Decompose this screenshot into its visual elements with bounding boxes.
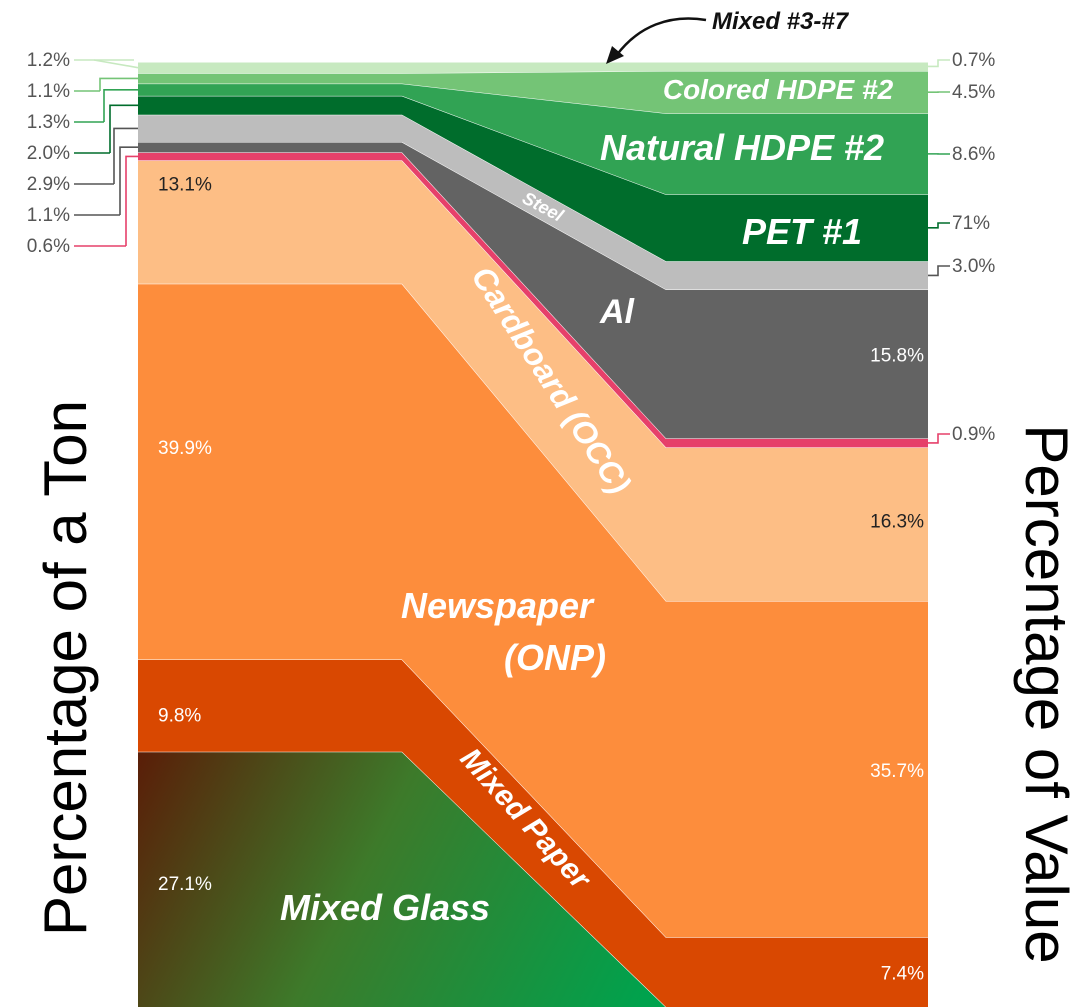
- band-cardboard: [138, 160, 928, 601]
- ton-label-steel: 2.9%: [27, 174, 70, 195]
- value-label-mixed-paper: 7.4%: [881, 963, 924, 984]
- ton-label-cardboard: 13.1%: [158, 174, 212, 195]
- callout-mixed-3-7: Mixed #3-#7: [712, 8, 850, 35]
- band-mixed-paper: [138, 659, 928, 1007]
- leader-right-mixed-3-7: [928, 59, 950, 68]
- label-leader-lines: [74, 59, 950, 444]
- value-label-pet: 71%: [952, 213, 990, 234]
- band-al: [138, 142, 928, 439]
- band-name-al: Al: [599, 293, 636, 331]
- band-steel: [138, 114, 928, 290]
- leader-left-colored-hdpe: [99, 77, 138, 91]
- band-name-mixed-glass: Mixed Glass: [280, 887, 490, 928]
- ton-label-natural-hdpe: 1.3%: [27, 112, 70, 133]
- value-label-steel: 3.0%: [952, 256, 995, 277]
- value-label-cardboard: 16.3%: [870, 511, 924, 532]
- value-label-newspaper: 35.7%: [870, 761, 924, 782]
- band-pet: [138, 95, 928, 262]
- leader-right-steel: [928, 265, 950, 277]
- value-label-natural-hdpe: 8.6%: [952, 144, 995, 165]
- ton-label-newspaper: 39.9%: [158, 438, 212, 459]
- band-mixed-3-7: [138, 62, 928, 74]
- callout-arrow: [614, 17, 707, 57]
- ton-label-colored-hdpe: 1.1%: [27, 81, 70, 102]
- band-name-natural-hdpe: Natural HDPE #2: [600, 127, 884, 168]
- leader-right-pet: [928, 222, 950, 229]
- band-natural-hdpe: [138, 83, 928, 195]
- leader-right-pink: [928, 433, 950, 444]
- chart-bands: [138, 61, 928, 1007]
- band-name-newspaper: Newspaper: [401, 585, 595, 626]
- value-label-mixed-3-7: 0.7%: [952, 50, 995, 71]
- ton-label-mixed-paper: 9.8%: [158, 706, 201, 727]
- band-separator: [138, 141, 928, 291]
- band-name-colored-hdpe: Colored HDPE #2: [663, 74, 894, 105]
- ton-label-pet: 2.0%: [27, 143, 70, 164]
- leader-left-al: [119, 146, 138, 215]
- leader-left-mixed-3-7: [93, 59, 139, 69]
- x-axis-title: Percentage of a Ton: [32, 400, 99, 936]
- leader-left-pink: [125, 155, 138, 246]
- ton-label-mixed-3-7: 1.2%: [27, 50, 70, 71]
- band-colored-hdpe: [138, 70, 928, 114]
- ton-label-pink: 0.6%: [27, 236, 70, 257]
- y-axis-title: Percentage of Value: [1013, 424, 1078, 963]
- band-separator: [138, 283, 928, 602]
- callout-arrowhead: [606, 46, 624, 64]
- band-name-newspaper-2: (ONP): [504, 637, 606, 678]
- leader-left-steel: [113, 127, 138, 184]
- band-mixed-glass: [138, 751, 928, 1007]
- leader-left-natural-hdpe: [103, 88, 138, 122]
- band-newspaper: [138, 283, 928, 938]
- ton-label-mixed-glass: 27.1%: [158, 874, 212, 895]
- ton-label-al: 1.1%: [27, 205, 70, 226]
- band-separator: [138, 751, 928, 1007]
- leader-left-pet: [109, 104, 138, 153]
- band-separator: [138, 151, 928, 439]
- value-label-colored-hdpe: 4.5%: [952, 82, 995, 103]
- value-label-al: 15.8%: [870, 346, 924, 367]
- band-separator: [138, 114, 928, 262]
- value-label-pink: 0.9%: [952, 424, 995, 445]
- band-name-pet: PET #1: [742, 211, 862, 252]
- band-pink: [138, 152, 928, 448]
